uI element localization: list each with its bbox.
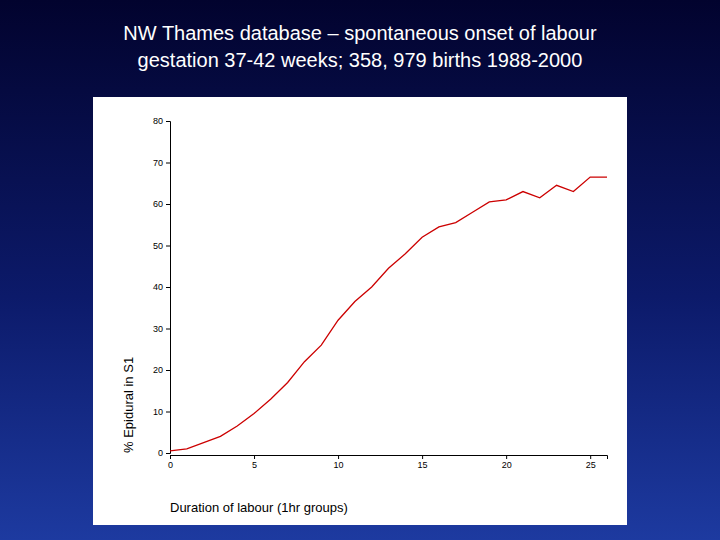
tick-mark — [422, 455, 423, 459]
tick-mark — [166, 370, 170, 371]
tick-mark — [506, 455, 507, 459]
tick: 15 — [418, 455, 428, 470]
tick-mark — [166, 246, 170, 247]
tick-label: 40 — [153, 282, 163, 292]
tick: 5 — [252, 455, 257, 470]
data-line — [170, 177, 607, 451]
tick-mark — [166, 287, 170, 288]
tick: 40 — [153, 282, 170, 292]
chart-panel — [93, 97, 627, 525]
tick-label: 0 — [158, 448, 163, 458]
tick: 20 — [502, 455, 512, 470]
tick-label: 80 — [153, 116, 163, 126]
subtitle: gestation 37-42 weeks; 358, 979 births 1… — [138, 49, 583, 71]
tick-label: 20 — [502, 460, 512, 470]
title: NW Thames database – spontaneous onset o… — [123, 22, 597, 44]
tick-label: 70 — [153, 158, 163, 168]
chart: NW Thames database – spontaneous onset o… — [0, 0, 720, 540]
plot-area — [170, 177, 607, 451]
tick-label: 0 — [168, 460, 173, 470]
tick: 60 — [153, 199, 170, 209]
y-axis: 0 10 20 30 40 50 60 70 80 — [153, 116, 171, 458]
tick-mark — [254, 455, 255, 459]
tick: 30 — [153, 324, 170, 334]
tick-label: 20 — [153, 365, 163, 375]
tick: 25 — [586, 455, 596, 470]
tick: 50 — [153, 241, 170, 251]
tick-label: 15 — [418, 460, 428, 470]
tick: 0 — [158, 448, 170, 458]
x-axis: 0 5 10 15 20 25 — [168, 455, 608, 470]
tick-mark — [166, 329, 170, 330]
tick-mark — [170, 455, 171, 459]
tick-mark — [166, 453, 170, 454]
tick-label: 5 — [252, 460, 257, 470]
tick-label: 50 — [153, 241, 163, 251]
x-axis-label: Duration of labour (1hr groups) — [170, 500, 348, 515]
tick-label: 10 — [334, 460, 344, 470]
axis-line — [171, 456, 608, 460]
axis-line — [166, 122, 171, 454]
tick: 70 — [153, 158, 170, 168]
tick: 20 — [153, 365, 170, 375]
tick-label: 30 — [153, 324, 163, 334]
tick: 10 — [334, 455, 344, 470]
tick: 0 — [168, 455, 173, 470]
tick-mark — [166, 121, 170, 122]
tick-mark — [166, 412, 170, 413]
y-axis-label: % Epidural in S1 — [121, 357, 136, 453]
tick: 80 — [153, 116, 170, 126]
tick-mark — [590, 455, 591, 459]
tick-mark — [166, 204, 170, 205]
tick-label: 10 — [153, 407, 163, 417]
tick-mark — [338, 455, 339, 459]
tick-label: 60 — [153, 199, 163, 209]
tick-label: 25 — [586, 460, 596, 470]
tick-mark — [166, 163, 170, 164]
tick: 10 — [153, 407, 170, 417]
